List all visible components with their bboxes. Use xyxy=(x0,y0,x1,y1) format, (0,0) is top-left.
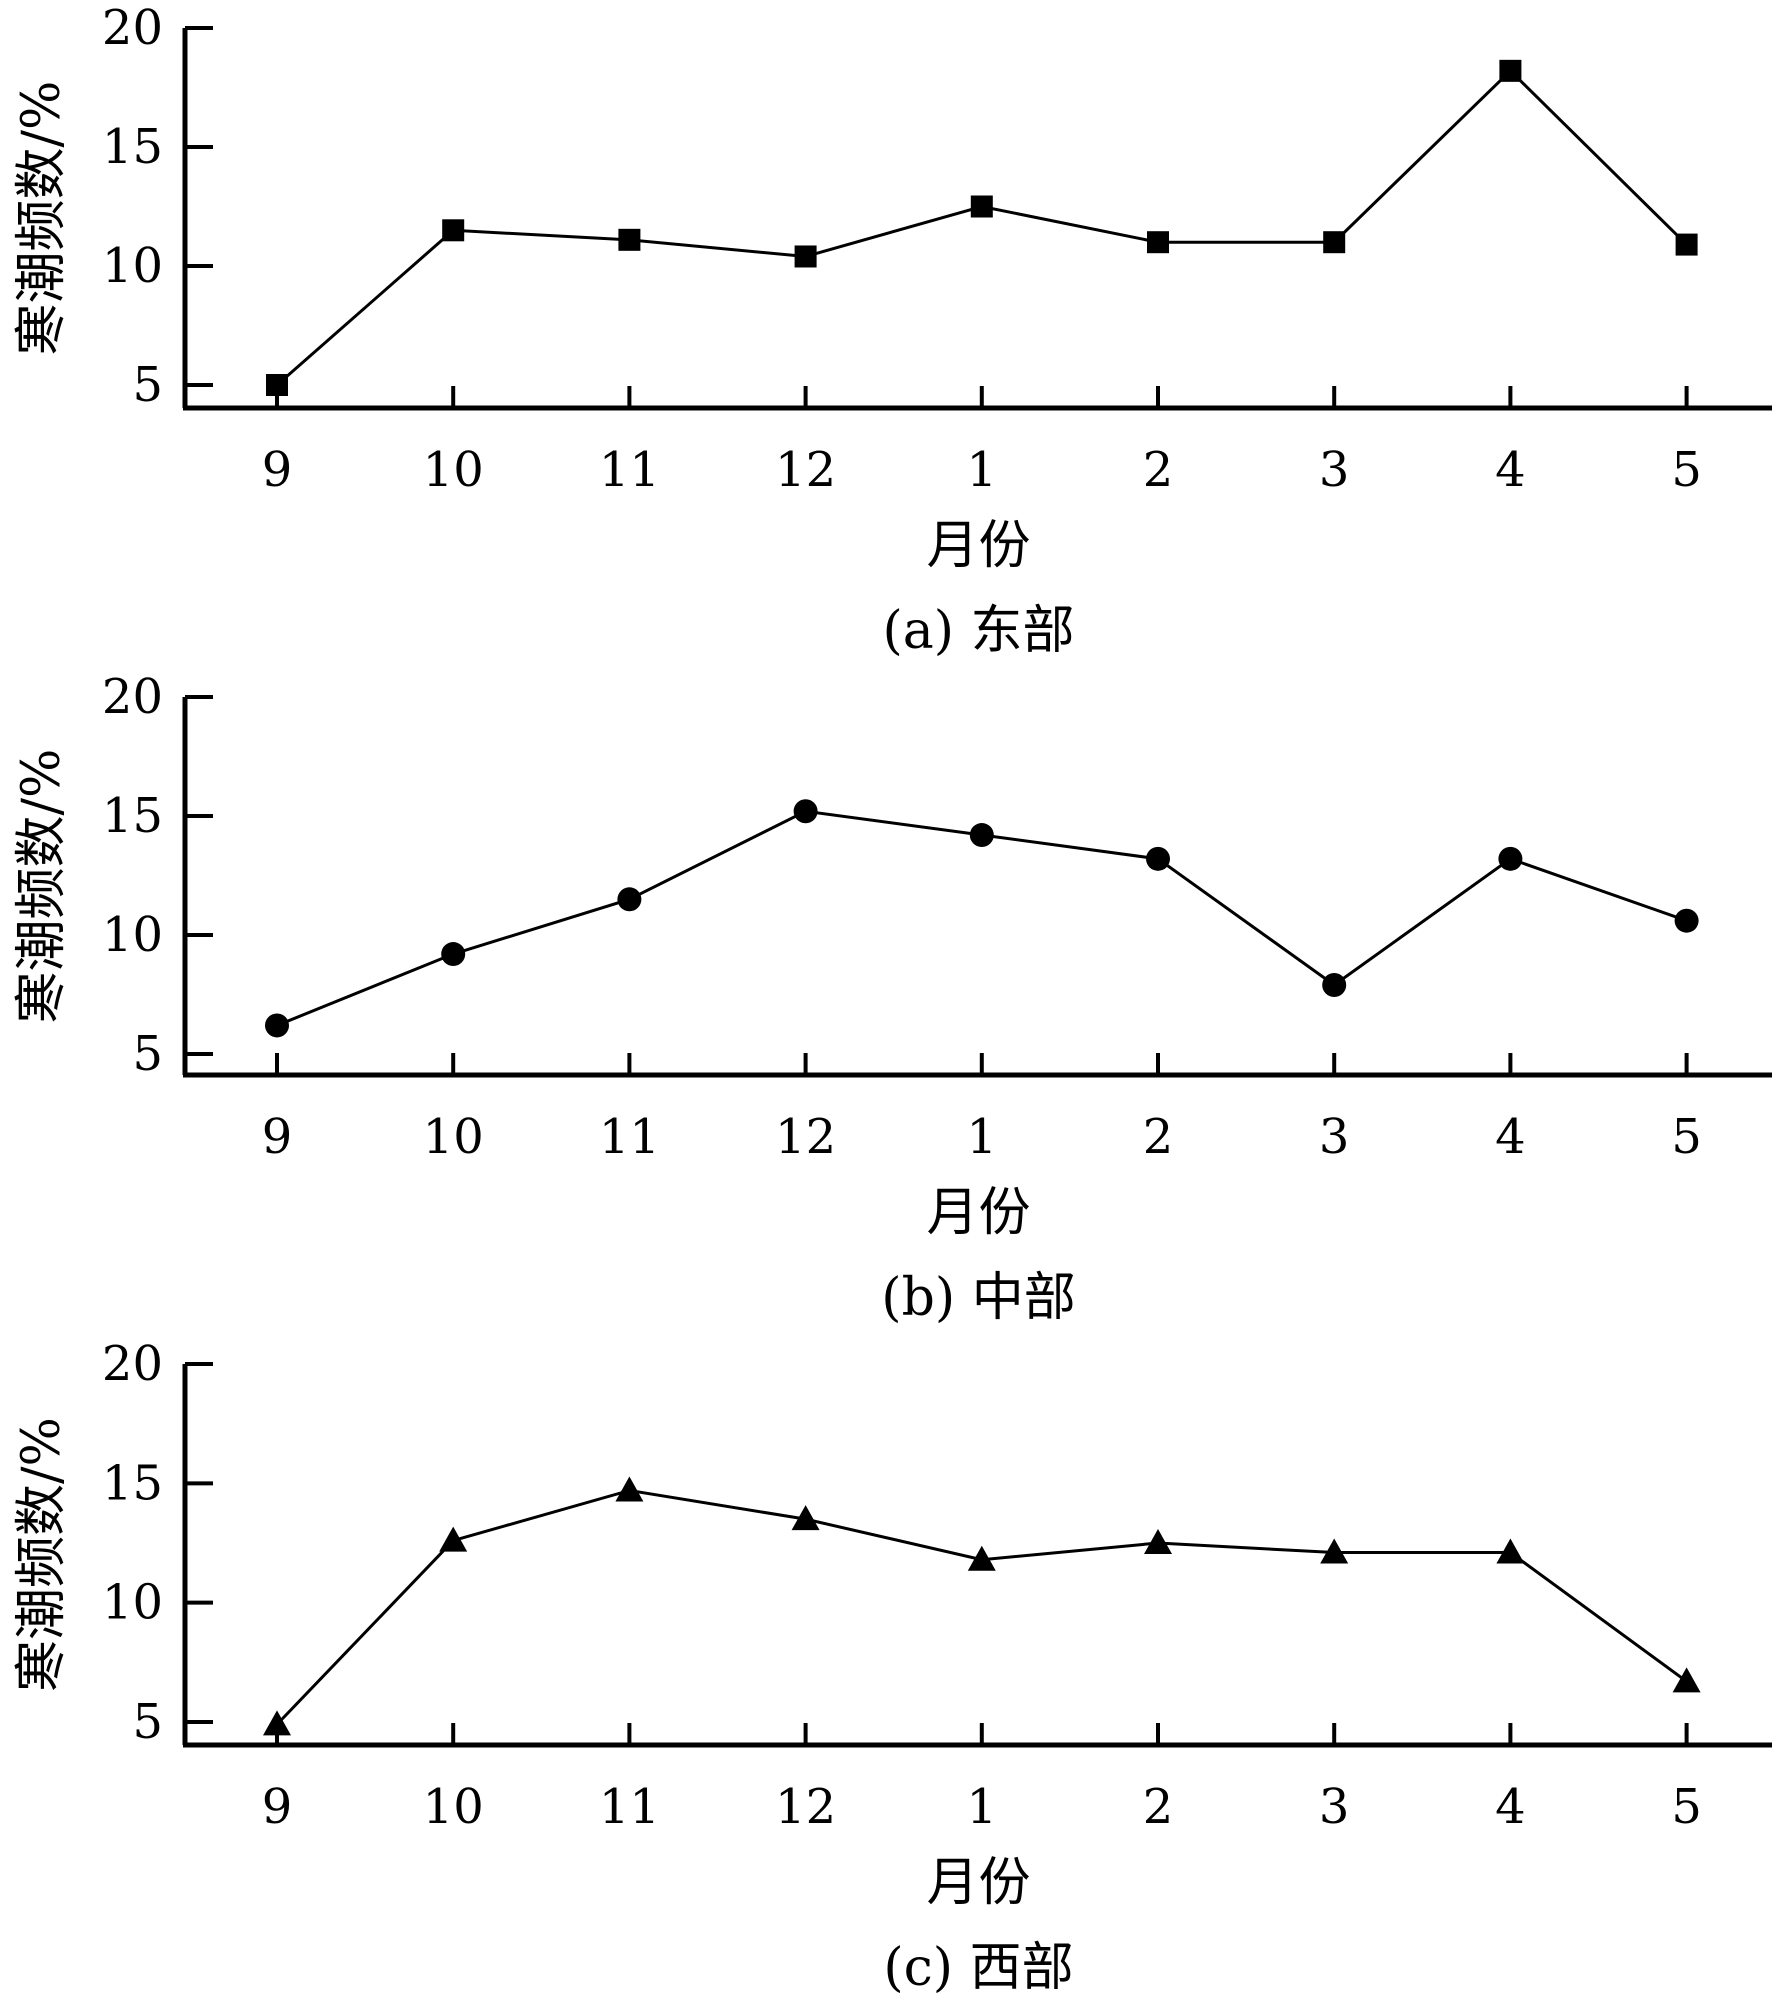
x-tick-label: 3 xyxy=(1319,1779,1350,1835)
x-axis-title: 月份 xyxy=(926,1183,1030,1243)
x-tick-label: 2 xyxy=(1143,442,1174,498)
x-tick-label: 9 xyxy=(262,1109,293,1165)
data-point xyxy=(791,1505,820,1531)
series-line xyxy=(276,68,1688,387)
data-point xyxy=(266,374,288,396)
data-point xyxy=(442,219,465,242)
data-point xyxy=(618,228,641,251)
data-point xyxy=(1147,231,1169,254)
x-tick-label: 9 xyxy=(262,1779,293,1835)
y-tick-label: 10 xyxy=(102,1575,163,1631)
x-tick-label: 5 xyxy=(1671,442,1702,498)
x-tick-label: 11 xyxy=(599,442,660,498)
x-tick-label: 5 xyxy=(1671,1109,1702,1165)
x-tick-label: 10 xyxy=(423,1779,484,1835)
y-axis-title: 寒潮频数/% xyxy=(12,749,72,1024)
data-point xyxy=(439,1526,468,1552)
x-tick-label: 11 xyxy=(599,1109,660,1165)
y-axis-title: 寒潮频数/% xyxy=(12,81,72,356)
data-point xyxy=(263,1710,291,1736)
data-point xyxy=(1674,908,1699,933)
y-tick-label: 20 xyxy=(102,0,163,56)
y-tick-label: 10 xyxy=(102,907,163,963)
panel-caption: (c) 西部 xyxy=(883,1938,1073,1998)
y-tick-label: 5 xyxy=(132,1694,163,1750)
data-point xyxy=(969,823,994,848)
data-point xyxy=(265,1013,289,1038)
data-point xyxy=(1498,846,1523,871)
x-tick-label: 1 xyxy=(967,1109,998,1165)
y-tick-label: 15 xyxy=(102,788,163,844)
panel-caption: (a) 东部 xyxy=(882,601,1074,661)
series-line xyxy=(275,1488,1688,1726)
y-tick-label: 20 xyxy=(102,669,163,725)
x-axis-title: 月份 xyxy=(926,516,1030,576)
x-tick-label: 1 xyxy=(967,1779,998,1835)
data-point xyxy=(794,245,817,268)
data-point xyxy=(1146,846,1170,871)
x-tick-label: 12 xyxy=(775,1109,836,1165)
x-tick-label: 2 xyxy=(1143,1779,1174,1835)
x-tick-label: 9 xyxy=(262,442,293,498)
data-point xyxy=(615,1476,644,1502)
x-tick-label: 5 xyxy=(1671,1779,1702,1835)
x-tick-label: 10 xyxy=(423,1109,484,1165)
data-point xyxy=(1496,1538,1525,1564)
panel-caption: (b) 中部 xyxy=(881,1268,1075,1328)
y-axis-title: 寒潮频数/% xyxy=(12,1417,72,1692)
x-tick-label: 10 xyxy=(423,442,484,498)
x-tick-label: 3 xyxy=(1319,1109,1350,1165)
data-point xyxy=(1320,1538,1349,1564)
x-axis-title: 月份 xyxy=(926,1853,1030,1913)
data-point xyxy=(1499,59,1522,82)
y-tick-label: 5 xyxy=(132,357,163,413)
x-tick-label: 4 xyxy=(1495,1109,1526,1165)
x-tick-label: 12 xyxy=(775,1779,836,1835)
x-tick-label: 2 xyxy=(1143,1109,1174,1165)
y-tick-label: 5 xyxy=(132,1026,163,1082)
data-point xyxy=(617,887,642,912)
data-point xyxy=(1323,231,1346,254)
x-tick-label: 12 xyxy=(775,442,836,498)
x-tick-label: 4 xyxy=(1495,442,1526,498)
x-tick-label: 11 xyxy=(599,1779,660,1835)
data-point xyxy=(1144,1529,1172,1554)
x-tick-label: 3 xyxy=(1319,442,1350,498)
y-tick-label: 20 xyxy=(102,1336,163,1392)
data-point xyxy=(441,942,466,967)
x-tick-label: 4 xyxy=(1495,1779,1526,1835)
x-tick-label: 1 xyxy=(967,442,998,498)
y-tick-label: 15 xyxy=(102,119,163,175)
data-point xyxy=(970,195,993,218)
y-tick-label: 15 xyxy=(102,1455,163,1511)
data-point xyxy=(967,1545,996,1571)
data-point xyxy=(1672,1667,1701,1693)
data-point xyxy=(1322,972,1347,997)
y-tick-label: 10 xyxy=(102,238,163,294)
data-point xyxy=(1675,233,1698,256)
data-point xyxy=(793,799,818,824)
